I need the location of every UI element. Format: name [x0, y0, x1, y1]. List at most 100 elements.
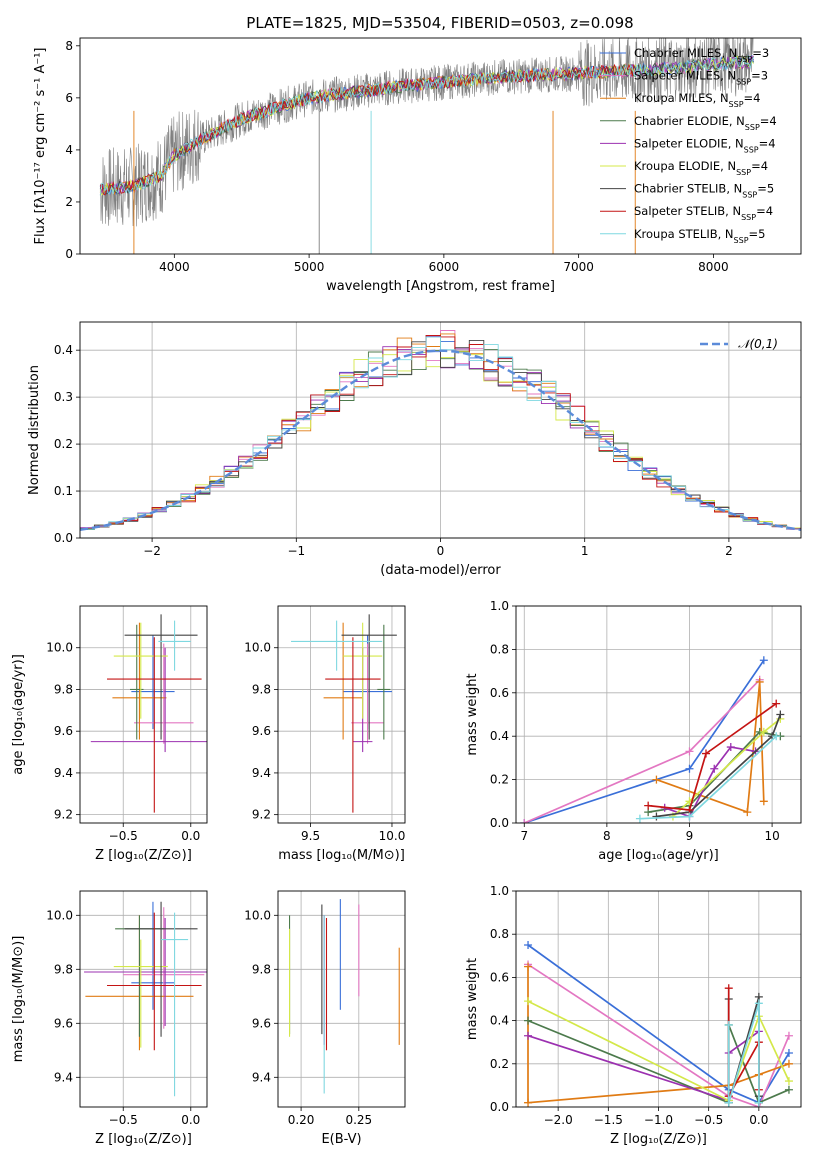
legend-label: Salpeter STELIB, NSSP=4 [634, 204, 773, 222]
axes-frame [515, 890, 802, 1108]
legend-label: Kroupa ELODIE, NSSP=4 [634, 159, 768, 177]
x-tick-label: −2 [143, 544, 161, 558]
x-tick-label: 6000 [429, 260, 460, 274]
weight-marker [759, 797, 768, 806]
x-tick-label: 10.0 [379, 829, 406, 843]
legend-sub: SSP [737, 55, 752, 64]
x-tick-label: −1.0 [644, 1113, 673, 1127]
weight-marker [784, 1059, 793, 1068]
x-tick-label: 2 [725, 544, 733, 558]
y-axis-label: mass weight [465, 958, 480, 1040]
legend-sub: SSP [745, 122, 760, 131]
legend-value: =5 [749, 227, 766, 241]
y-tick-label: 0.8 [490, 642, 509, 656]
weight-marker [520, 819, 529, 823]
weight-marker [710, 764, 719, 773]
legend-value: =4 [744, 91, 761, 105]
plot-area [90, 614, 207, 813]
y-tick-label: 9.6 [54, 1016, 73, 1030]
plot-area [288, 899, 400, 1094]
weight-marker [726, 743, 735, 752]
weight-marker [524, 1016, 533, 1025]
x-axis-label: Z [log₁₀(Z/Z⊙)] [95, 1132, 192, 1147]
weight-marker [724, 1020, 733, 1029]
y-tick-label: 0.0 [54, 531, 73, 545]
x-axis-label: age [log₁₀(age/yr)] [598, 848, 719, 863]
weight-marker [754, 999, 763, 1008]
y-tick-label: 0.3 [54, 390, 73, 404]
legend-value: =3 [752, 46, 769, 60]
weight-marker [685, 747, 694, 756]
y-tick-label: 9.4 [54, 1070, 73, 1084]
weight-marker [724, 984, 733, 993]
plot-area [520, 656, 785, 823]
y-tick-label: 0.2 [54, 437, 73, 451]
panel-mass-vs-ebv: 0.20 0.25 9.4 9.6 9.8 10.0 E(B-V) [244, 890, 406, 1147]
y-tick-label: 0.0 [490, 816, 509, 830]
plot-area [84, 901, 207, 1097]
plot-area [291, 614, 397, 813]
weight-line-4 [527, 1030, 760, 1102]
legend-label: Chabrier STELIB, NSSP=5 [634, 182, 774, 200]
plot-area [524, 941, 793, 1107]
x-tick-label: 9.5 [301, 829, 320, 843]
error-point-3 [377, 624, 391, 740]
panel-mass-vs-Z: −0.5 0.0 9.4 9.6 9.8 10.0 Z [log₁₀(Z/Z⊙)] mass … [11, 890, 208, 1147]
x-tick-label: 0.0 [749, 1113, 768, 1127]
error-point-2 [323, 622, 363, 740]
x-axis-label: Z [log₁₀(Z/Z⊙)] [610, 1132, 707, 1147]
x-tick-label: 0.0 [181, 829, 200, 843]
plot-area [99, 38, 754, 254]
legend-sub: SSP [744, 145, 759, 154]
x-tick-label: 10 [764, 829, 779, 843]
legend-value: =5 [757, 182, 774, 196]
weight-marker [524, 962, 533, 971]
x-tick-label: 8000 [698, 260, 729, 274]
weight-marker [635, 814, 644, 823]
y-tick-label: 9.2 [252, 808, 271, 822]
y-tick-label: 0.4 [490, 1014, 509, 1028]
y-tick-label: 0.2 [490, 773, 509, 787]
y-tick-label: 9.8 [54, 962, 73, 976]
axes-frame [79, 605, 208, 824]
y-tick-label: 10.0 [244, 908, 271, 922]
weight-marker [524, 941, 533, 949]
weight-marker [784, 1031, 793, 1040]
axes-frame [515, 605, 802, 824]
y-tick-label: 9.4 [252, 766, 271, 780]
error-point-1 [134, 643, 194, 744]
gaussian-reference [80, 349, 801, 531]
y-tick-label: 10.0 [46, 908, 73, 922]
y-tick-label: 6 [65, 91, 73, 105]
y-tick-label: 9.6 [252, 724, 271, 738]
x-tick-label: 1 [581, 544, 589, 558]
y-tick-label: 1.0 [490, 599, 509, 613]
panel-residuals: −2 −1 0 1 2 0.0 0.1 0.2 0.3 0.4 (data-model)/error… [27, 321, 802, 578]
weight-marker [652, 812, 661, 821]
legend-label: Kroupa MILES, NSSP=4 [634, 91, 760, 109]
x-tick-label: 4000 [159, 260, 190, 274]
x-tick-label: −1.5 [594, 1113, 623, 1127]
y-tick-label: 0.6 [490, 686, 509, 700]
y-tick-label: 9.4 [252, 1070, 271, 1084]
weight-marker [755, 677, 764, 686]
panel-age-vs-mass: 9.5 10.0 9.2 9.4 9.6 9.8 10.0 mass [log₁₀(M/M⊙)… [244, 605, 406, 863]
y-tick-label: 9.8 [54, 682, 73, 696]
error-point-8 [158, 620, 191, 671]
weight-line-8 [727, 1003, 760, 1103]
y-tick-label: 8 [65, 39, 73, 53]
y-tick-label: 4 [65, 143, 73, 157]
y-tick-label: 9.8 [252, 962, 271, 976]
panel-weight-vs-age: 7 8 9 10 0.0 0.2 0.4 0.6 0.8 1.0 age [log₁₀(age/yr… [465, 599, 802, 863]
weight-line-2 [656, 681, 765, 814]
y-tick-label: 10.0 [46, 641, 73, 655]
y-axis-label: mass [log₁₀(M/M⊙)] [11, 936, 26, 1063]
weight-marker [772, 699, 781, 708]
weight-marker [685, 812, 694, 821]
legend-sub: SSP [736, 168, 751, 177]
weight-marker [724, 1098, 733, 1107]
error-point-4 [90, 647, 207, 753]
weight-marker [685, 764, 694, 773]
y-tick-label: 9.2 [54, 808, 73, 822]
y-tick-label: 2 [65, 195, 73, 209]
